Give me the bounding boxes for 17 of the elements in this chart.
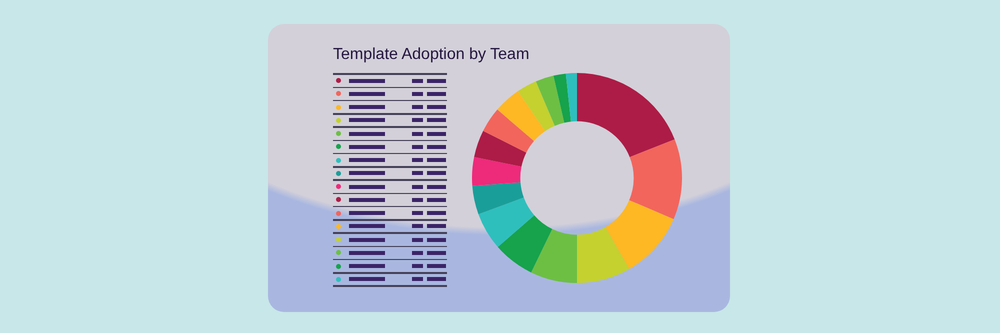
donut-slice xyxy=(472,157,522,186)
donut-slice xyxy=(498,215,552,272)
donut-slice xyxy=(577,227,630,283)
donut-slice xyxy=(478,198,534,247)
donut-slice xyxy=(531,228,577,283)
donut-slice xyxy=(536,76,564,126)
donut-slice xyxy=(497,91,546,142)
donut-slice xyxy=(472,182,524,214)
donut-slice xyxy=(518,81,555,132)
donut-slice xyxy=(577,73,675,158)
donut-slice xyxy=(566,73,577,122)
chart-title: Template Adoption by Team xyxy=(333,45,530,65)
donut-slice xyxy=(474,130,526,167)
donut-slice xyxy=(483,110,534,153)
donut-slice xyxy=(629,139,682,220)
donut-slice xyxy=(553,74,571,123)
donut-slice xyxy=(605,200,674,270)
